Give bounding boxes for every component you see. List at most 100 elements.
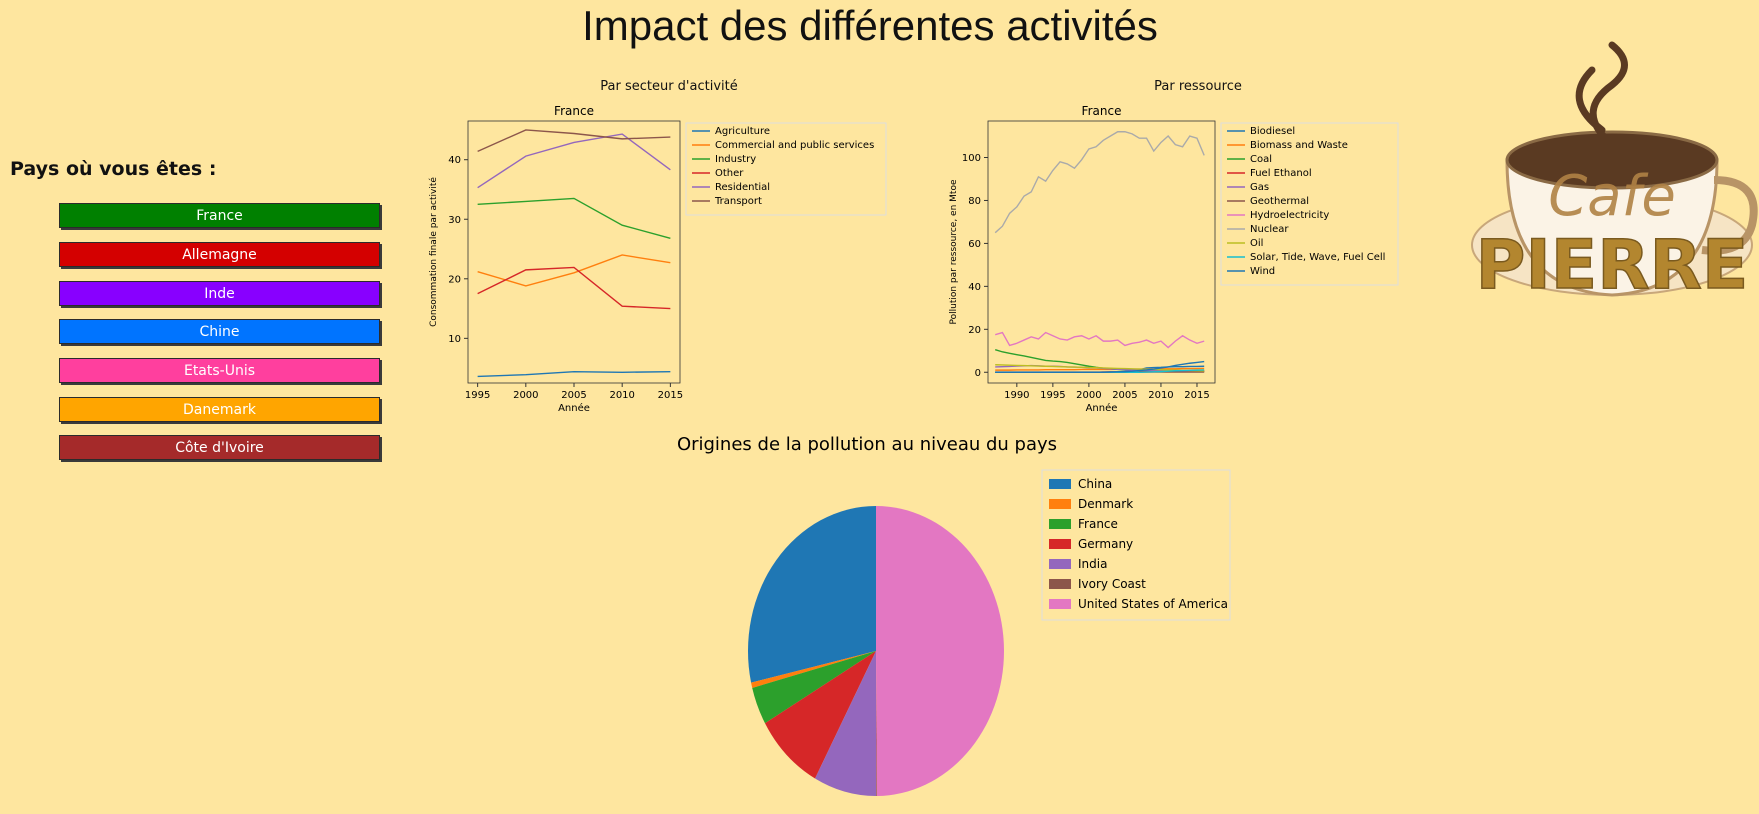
country-button-etats-unis[interactable]: Etats-Unis bbox=[59, 358, 380, 383]
resource-panel-title: Par ressource bbox=[1154, 79, 1242, 94]
x-tick-label: 1995 bbox=[465, 390, 490, 401]
x-tick-label: 2005 bbox=[1112, 390, 1137, 401]
series-line-residential bbox=[477, 133, 671, 189]
x-tick-label: 2005 bbox=[561, 390, 586, 401]
chart-title: Origines de la pollution au niveau du pa… bbox=[677, 434, 1057, 455]
legend-label-biomass-and-waste: Biomass and Waste bbox=[1250, 140, 1348, 151]
country-prompt-label: Pays où vous êtes : bbox=[10, 158, 217, 180]
page-title: Impact des différentes activités bbox=[582, 2, 1158, 49]
y-tick-label: 60 bbox=[968, 239, 981, 250]
x-tick-label: 2010 bbox=[609, 390, 634, 401]
legend-label-germany: Germany bbox=[1078, 537, 1133, 551]
legend-box bbox=[1041, 469, 1231, 621]
pie-slice-china bbox=[748, 506, 876, 683]
y-axis-label: Consommation finale par activité bbox=[428, 177, 439, 327]
legend-swatch-united-states-of-america bbox=[1049, 599, 1071, 609]
logo-handle bbox=[1701, 176, 1758, 255]
series-line-biomass-and-waste bbox=[995, 367, 1205, 371]
cafe-pierre-logo: Cafe PIERRE bbox=[1471, 41, 1758, 306]
y-tick-label: 100 bbox=[962, 153, 981, 164]
sector-line-chart: France 1995 2000 2005 2010 2015 10 20 30 40 Année C… bbox=[428, 104, 887, 414]
legend-label-agriculture: Agriculture bbox=[715, 126, 770, 137]
legend-swatch-denmark bbox=[1049, 499, 1071, 509]
legend-label-biodiesel: Biodiesel bbox=[1250, 126, 1295, 137]
legend-swatch-france bbox=[1049, 519, 1071, 529]
legend-label-residential: Residential bbox=[715, 182, 770, 193]
x-tick-label: 2000 bbox=[513, 390, 538, 401]
legend-box bbox=[685, 122, 887, 216]
legend-label-industry: Industry bbox=[715, 154, 756, 165]
series-line-commercial-and-public-services bbox=[477, 254, 671, 287]
y-axis-label: Pollution par ressource, en Mtoe bbox=[949, 179, 959, 324]
country-button-france[interactable]: France bbox=[59, 203, 380, 228]
country-button-inde[interactable]: Inde bbox=[59, 281, 380, 306]
legend-label-india: India bbox=[1078, 557, 1107, 571]
pie-slice-india bbox=[815, 651, 876, 796]
y-tick-label: 20 bbox=[448, 274, 461, 285]
legend-label-wind: Wind bbox=[1250, 266, 1275, 277]
pollution-pie-chart: Origines de la pollution au niveau du pa… bbox=[677, 434, 1231, 796]
x-tick-label: 1990 bbox=[1004, 390, 1029, 401]
resource-line-chart: France 1990 1995 2000 2005 2010 2015 0 20 40 60 80 1… bbox=[949, 104, 1399, 414]
y-tick-label: 30 bbox=[448, 215, 461, 226]
pie-slice-france bbox=[752, 651, 876, 724]
legend-label-united-states-of-america: United States of America bbox=[1078, 597, 1228, 611]
series-line-hydroelectricity bbox=[995, 331, 1205, 349]
x-tick-label: 1995 bbox=[1040, 390, 1065, 401]
y-tick-label: 40 bbox=[968, 282, 981, 293]
legend-label-hydroelectricity: Hydroelectricity bbox=[1250, 210, 1329, 221]
y-tick-label: 0 bbox=[975, 368, 981, 379]
legend-box bbox=[1220, 122, 1399, 286]
country-button-chine[interactable]: Chine bbox=[59, 319, 380, 344]
x-axis-label: Année bbox=[1086, 402, 1118, 414]
legend-label-other: Other bbox=[715, 168, 744, 179]
logo-steam bbox=[1575, 41, 1628, 144]
legend-label-china: China bbox=[1078, 477, 1112, 491]
legend-label-fuel-ethanol: Fuel Ethanol bbox=[1250, 168, 1312, 179]
legend-label-denmark: Denmark bbox=[1078, 497, 1133, 511]
legend-label-ivory-coast: Ivory Coast bbox=[1078, 577, 1146, 591]
country-button-allemagne[interactable]: Allemagne bbox=[59, 242, 380, 267]
legend-swatch-germany bbox=[1049, 539, 1071, 549]
logo-script-text: Cafe bbox=[1548, 164, 1676, 229]
x-axis-label: Année bbox=[558, 402, 590, 414]
plot-frame bbox=[987, 120, 1216, 384]
logo-coffee bbox=[1505, 130, 1719, 190]
legend-label-nuclear: Nuclear bbox=[1250, 224, 1289, 235]
pie-slice-denmark bbox=[751, 651, 876, 688]
y-tick-label: 40 bbox=[448, 155, 461, 166]
sector-panel-title: Par secteur d'activité bbox=[600, 79, 738, 94]
series-line-oil bbox=[995, 364, 1205, 372]
legend-swatch-ivory-coast bbox=[1049, 579, 1071, 589]
series-line-wind bbox=[995, 360, 1205, 373]
legend-label-geothermal: Geothermal bbox=[1250, 196, 1309, 207]
y-tick-label: 20 bbox=[968, 325, 981, 336]
legend-label-solar-tide-wave-fuel-cell: Solar, Tide, Wave, Fuel Cell bbox=[1250, 252, 1385, 263]
legend-label-oil: Oil bbox=[1250, 238, 1263, 249]
pie-slice-germany bbox=[765, 651, 876, 779]
pie-slice-united-states-of-america bbox=[876, 506, 1004, 796]
logo-brand-text: PIERRE bbox=[1476, 226, 1749, 305]
series-line-transport bbox=[477, 129, 671, 153]
x-tick-label: 2010 bbox=[1148, 390, 1173, 401]
series-line-other bbox=[477, 266, 671, 310]
country-button-danemark[interactable]: Danemark bbox=[59, 397, 380, 422]
series-line-agriculture bbox=[477, 370, 671, 378]
x-tick-label: 2015 bbox=[658, 390, 683, 401]
legend-label-coal: Coal bbox=[1250, 154, 1272, 165]
series-line-nuclear bbox=[994, 131, 1205, 234]
legend-swatch-india bbox=[1049, 559, 1071, 569]
legend-label-france: France bbox=[1078, 517, 1118, 531]
legend-label-transport: Transport bbox=[714, 196, 762, 207]
x-tick-label: 2015 bbox=[1184, 390, 1209, 401]
chart-title: France bbox=[554, 104, 594, 118]
x-tick-label: 2000 bbox=[1076, 390, 1101, 401]
legend-label-commercial-and-public-services: Commercial and public services bbox=[715, 140, 874, 151]
legend-swatch-china bbox=[1049, 479, 1071, 489]
legend-label-gas: Gas bbox=[1250, 182, 1269, 193]
y-tick-label: 80 bbox=[968, 196, 981, 207]
country-button-cote-divoire[interactable]: Côte d'Ivoire bbox=[59, 435, 380, 460]
series-line-industry bbox=[477, 197, 671, 239]
plot-frame bbox=[467, 120, 681, 384]
y-tick-label: 10 bbox=[448, 334, 461, 345]
